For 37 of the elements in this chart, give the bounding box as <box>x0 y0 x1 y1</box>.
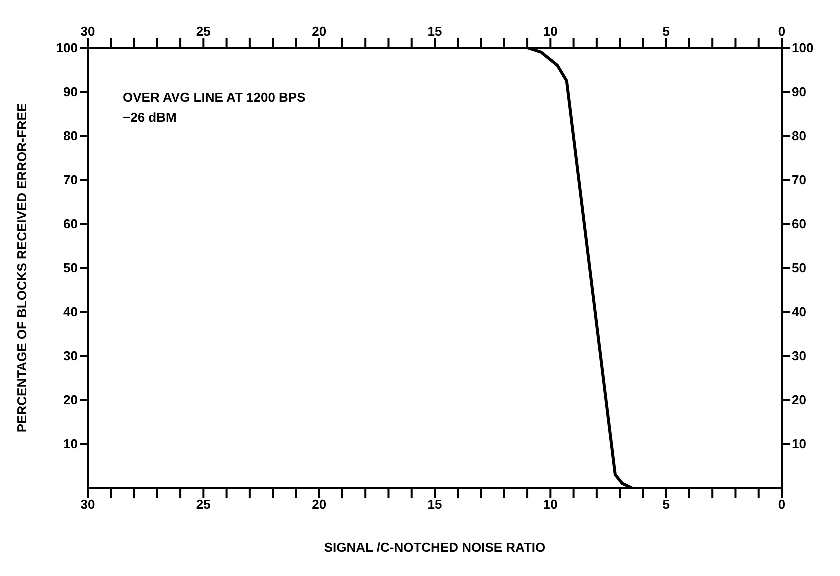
y-axis-title: PERCENTAGE OF BLOCKS RECEIVED ERROR-FREE <box>14 103 30 433</box>
x-axis-title: SIGNAL /C-NOTCHED NOISE RATIO <box>324 540 546 555</box>
y2-tick-label: 70 <box>792 172 806 188</box>
y2-tick-label: 20 <box>792 392 806 408</box>
x-tick-label: 5 <box>662 24 670 39</box>
y2-tick-label: 50 <box>792 260 806 276</box>
x2-tick-label: 30 <box>80 497 96 512</box>
y-tick-label: 10 <box>64 436 78 452</box>
y-tick-label: 60 <box>64 216 78 232</box>
y2-tick-label: 100 <box>792 40 814 56</box>
y-tick-label: 70 <box>64 172 78 188</box>
y2-tick-label: 40 <box>792 304 806 320</box>
x2-tick-label: 15 <box>428 497 442 512</box>
y-tick-label: 40 <box>64 304 78 320</box>
y-tick-label: 80 <box>64 128 78 144</box>
y-tick-label: 20 <box>64 392 78 408</box>
y-tick-label: 50 <box>64 260 78 276</box>
x2-tick-label: 5 <box>662 497 670 512</box>
annotation: OVER AVG LINE AT 1200 BPS −26 dBM <box>123 89 306 127</box>
x2-tick-label: 25 <box>196 497 211 512</box>
y-tick-label: 100 <box>56 40 78 56</box>
x-tick-label: 15 <box>428 24 442 39</box>
y2-tick-label: 30 <box>792 348 806 364</box>
x-tick-label: 25 <box>196 24 211 39</box>
y-tick-label: 30 <box>64 348 78 364</box>
x2-tick-label: 10 <box>543 497 558 512</box>
x-tick-label: 10 <box>543 24 558 39</box>
y2-tick-label: 10 <box>792 436 806 452</box>
y2-tick-label: 60 <box>792 216 806 232</box>
x2-tick-label: 0 <box>778 497 786 512</box>
x-tick-label: 0 <box>778 24 786 39</box>
y2-tick-label: 80 <box>792 128 806 144</box>
x-tick-label: 30 <box>80 24 96 39</box>
x-tick-label: 20 <box>312 24 327 39</box>
y-tick-label: 90 <box>64 84 78 100</box>
x2-tick-label: 20 <box>312 497 327 512</box>
y2-tick-label: 90 <box>792 84 806 100</box>
